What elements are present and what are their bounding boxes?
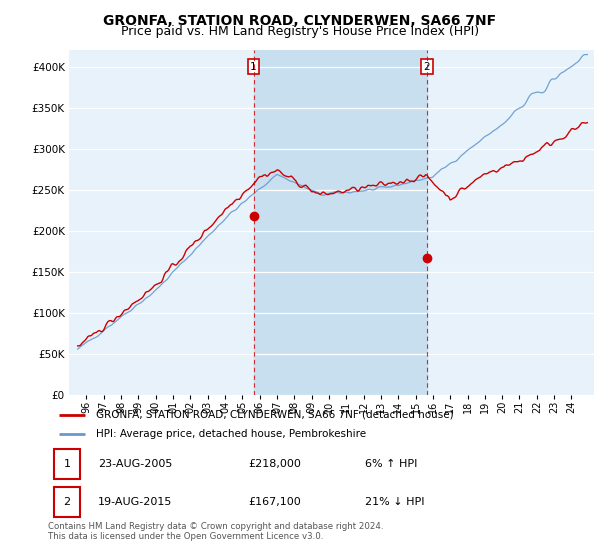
FancyBboxPatch shape <box>55 487 80 516</box>
Text: HPI: Average price, detached house, Pembrokeshire: HPI: Average price, detached house, Pemb… <box>95 429 365 439</box>
FancyBboxPatch shape <box>55 449 80 479</box>
Text: Contains HM Land Registry data © Crown copyright and database right 2024.
This d: Contains HM Land Registry data © Crown c… <box>48 522 383 542</box>
Text: 19-AUG-2015: 19-AUG-2015 <box>98 497 173 507</box>
Text: 2: 2 <box>64 497 71 507</box>
Text: Price paid vs. HM Land Registry's House Price Index (HPI): Price paid vs. HM Land Registry's House … <box>121 25 479 38</box>
Text: 2: 2 <box>424 62 430 72</box>
Text: GRONFA, STATION ROAD, CLYNDERWEN, SA66 7NF: GRONFA, STATION ROAD, CLYNDERWEN, SA66 7… <box>103 14 497 28</box>
Bar <box>254 50 427 395</box>
Text: 21% ↓ HPI: 21% ↓ HPI <box>365 497 424 507</box>
Text: 23-AUG-2005: 23-AUG-2005 <box>98 459 173 469</box>
Text: £218,000: £218,000 <box>248 459 302 469</box>
Text: 1: 1 <box>64 459 71 469</box>
Text: £167,100: £167,100 <box>248 497 301 507</box>
Text: 1: 1 <box>250 62 257 72</box>
Text: GRONFA, STATION ROAD, CLYNDERWEN, SA66 7NF (detached house): GRONFA, STATION ROAD, CLYNDERWEN, SA66 7… <box>95 409 453 419</box>
Text: 6% ↑ HPI: 6% ↑ HPI <box>365 459 417 469</box>
